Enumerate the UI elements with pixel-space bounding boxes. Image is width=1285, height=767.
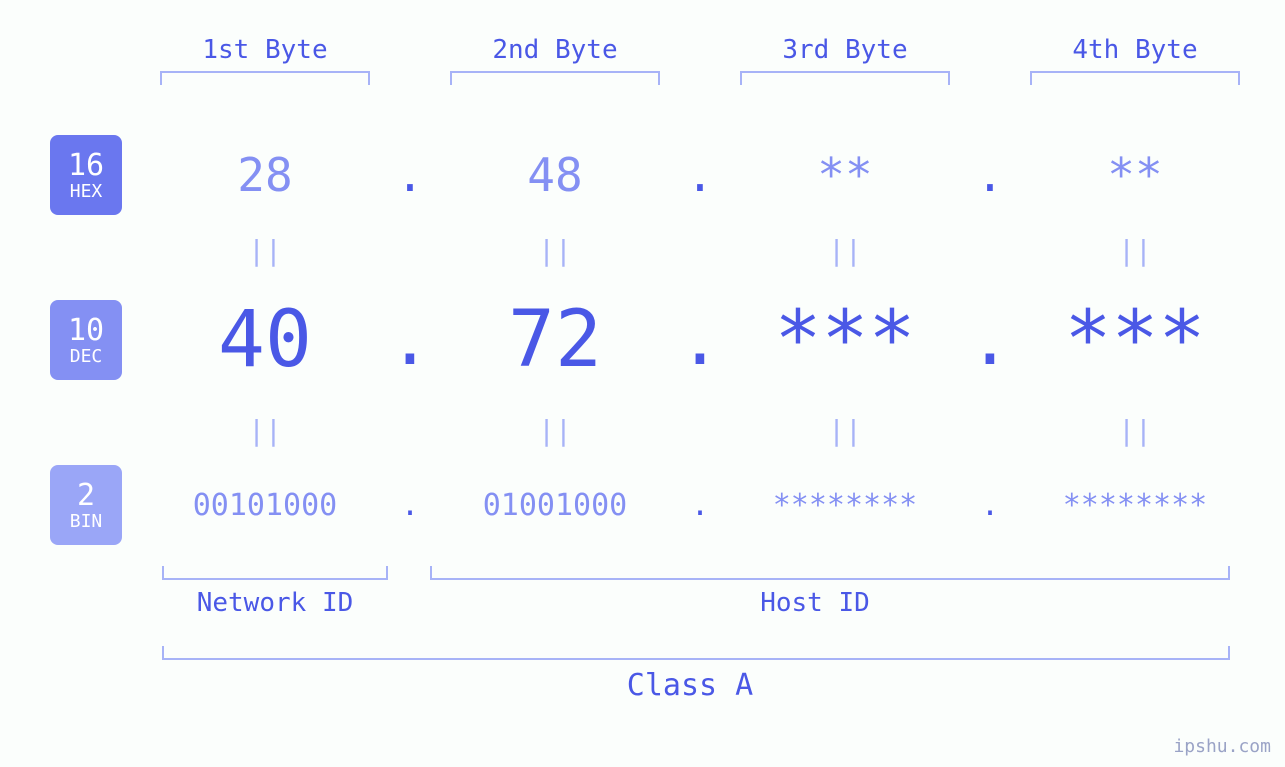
bin-byte-3: ******** xyxy=(730,488,960,523)
badge-hex: 16 HEX xyxy=(50,135,122,215)
bracket-network xyxy=(162,566,388,580)
network-host-row: Network ID Host ID xyxy=(150,566,1230,618)
bin-dot-3: . xyxy=(960,488,1020,523)
watermark: ipshu.com xyxy=(1173,736,1271,757)
class-row: Class A xyxy=(150,646,1230,703)
dec-byte-4: *** xyxy=(1020,295,1250,385)
bracket-byte-2 xyxy=(450,71,660,85)
dec-dot-1: . xyxy=(380,299,440,381)
bracket-byte-4 xyxy=(1030,71,1240,85)
hex-byte-1: 28 xyxy=(150,148,380,202)
dec-byte-3: *** xyxy=(730,295,960,385)
byte-header-4: 4th Byte xyxy=(1020,35,1250,65)
bracket-host xyxy=(430,566,1230,580)
class-label: Class A xyxy=(150,668,1230,703)
equals-icon: || xyxy=(730,414,960,447)
dec-byte-2: 72 xyxy=(440,295,670,385)
bin-dot-1: . xyxy=(380,488,440,523)
hex-dot-3: . xyxy=(960,148,1020,202)
equals-icon: || xyxy=(1020,414,1250,447)
byte-headers-row: 1st Byte 2nd Byte 3rd Byte 4th Byte xyxy=(50,20,1240,100)
hex-row: 16 HEX 28 . 48 . ** . ** xyxy=(50,130,1240,220)
dec-dot-3: . xyxy=(960,299,1020,381)
dec-dot-2: . xyxy=(670,299,730,381)
hex-dot-1: . xyxy=(380,148,440,202)
hex-byte-2: 48 xyxy=(440,148,670,202)
badge-dec-num: 10 xyxy=(68,314,104,347)
badge-dec-name: DEC xyxy=(70,347,103,367)
dec-row: 10 DEC 40 . 72 . *** . *** xyxy=(50,280,1240,400)
equals-icon: || xyxy=(440,414,670,447)
dec-byte-1: 40 xyxy=(150,295,380,385)
hex-byte-4: ** xyxy=(1020,148,1250,202)
equals-icon: || xyxy=(150,234,380,267)
equals-icon: || xyxy=(440,234,670,267)
bracket-byte-1 xyxy=(160,71,370,85)
equals-icon: || xyxy=(730,234,960,267)
network-id-label: Network ID xyxy=(150,588,400,618)
bin-byte-1: 00101000 xyxy=(150,488,380,523)
equals-icon: || xyxy=(150,414,380,447)
badge-dec: 10 DEC xyxy=(50,300,122,380)
host-id-label: Host ID xyxy=(400,588,1230,618)
byte-header-3: 3rd Byte xyxy=(730,35,960,65)
hex-dot-2: . xyxy=(670,148,730,202)
bin-byte-4: ******** xyxy=(1020,488,1250,523)
bracket-class xyxy=(162,646,1230,660)
equals-row-2: || || || || xyxy=(50,400,1240,460)
equals-row-1: || || || || xyxy=(50,220,1240,280)
badge-bin: 2 BIN xyxy=(50,465,122,545)
bin-row: 2 BIN 00101000 . 01001000 . ******** . *… xyxy=(50,460,1240,550)
byte-header-1: 1st Byte xyxy=(150,35,380,65)
badge-bin-num: 2 xyxy=(77,479,95,512)
badge-bin-name: BIN xyxy=(70,512,103,532)
byte-header-2: 2nd Byte xyxy=(440,35,670,65)
bin-byte-2: 01001000 xyxy=(440,488,670,523)
bracket-byte-3 xyxy=(740,71,950,85)
badge-hex-num: 16 xyxy=(68,149,104,182)
badge-hex-name: HEX xyxy=(70,182,103,202)
hex-byte-3: ** xyxy=(730,148,960,202)
bin-dot-2: . xyxy=(670,488,730,523)
equals-icon: || xyxy=(1020,234,1250,267)
